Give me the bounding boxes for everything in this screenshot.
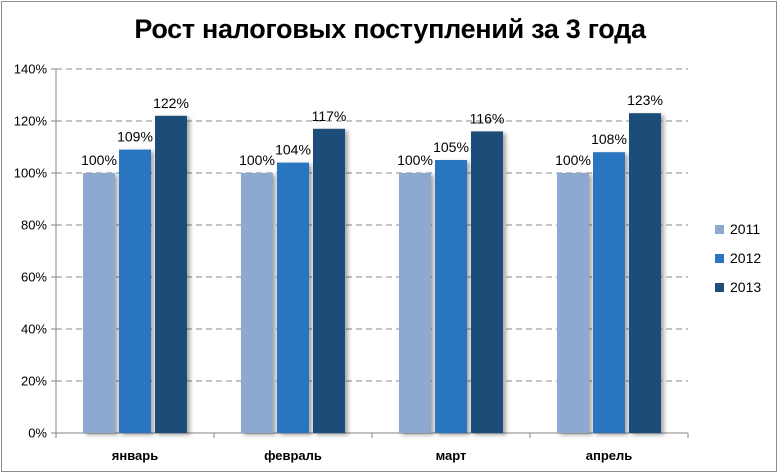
- x-category-label: январь: [112, 448, 158, 463]
- data-label: 122%: [153, 95, 189, 111]
- data-label: 100%: [397, 152, 433, 168]
- bar: [313, 128, 345, 434]
- y-tick-label: 140%: [14, 62, 48, 77]
- bar: [435, 160, 467, 433]
- data-label: 105%: [433, 139, 469, 155]
- bars: [83, 113, 661, 434]
- y-tick-label: 120%: [14, 114, 48, 129]
- data-label: 100%: [239, 152, 275, 168]
- bar: [399, 173, 431, 433]
- data-label: 108%: [591, 131, 627, 147]
- bar: [277, 162, 309, 433]
- chart-title: Рост налоговых поступлений за 3 года: [134, 14, 646, 44]
- data-label: 117%: [312, 108, 347, 124]
- legend-label: 2013: [730, 279, 761, 295]
- data-labels: 100%109%122%100%104%117%100%105%116%100%…: [81, 92, 663, 168]
- legend-label: 2011: [730, 221, 760, 237]
- bar: [629, 113, 661, 433]
- data-label: 100%: [555, 152, 591, 168]
- legend-swatch: [715, 225, 724, 234]
- x-category-label: апрель: [586, 448, 633, 463]
- bar: [119, 149, 151, 433]
- bar: [241, 173, 273, 433]
- data-label: 123%: [627, 92, 663, 108]
- legend-swatch: [715, 283, 724, 292]
- bar: [593, 152, 625, 433]
- bar: [155, 115, 187, 434]
- legend: 2011 2012 2013: [715, 221, 761, 295]
- bar: [83, 173, 115, 433]
- bar: [471, 131, 503, 433]
- y-tick-label: 40%: [21, 322, 47, 337]
- data-label: 104%: [275, 142, 311, 158]
- x-category-label: март: [436, 448, 467, 463]
- axes: 0% 20% 40% 60% 80% 100% 120% 140% январь февраль м…: [14, 62, 689, 463]
- y-tick-label: 80%: [21, 218, 47, 233]
- legend-label: 2012: [730, 250, 761, 266]
- y-tick-label: 20%: [21, 374, 47, 389]
- y-tick-label: 100%: [14, 166, 48, 181]
- data-label: 100%: [81, 152, 117, 168]
- bar: [557, 173, 589, 433]
- x-category-label: февраль: [264, 448, 322, 463]
- data-label: 109%: [117, 129, 153, 145]
- y-tick-label: 0%: [28, 426, 47, 441]
- legend-swatch: [715, 254, 724, 263]
- data-label: 116%: [470, 110, 505, 126]
- y-tick-label: 60%: [21, 270, 47, 285]
